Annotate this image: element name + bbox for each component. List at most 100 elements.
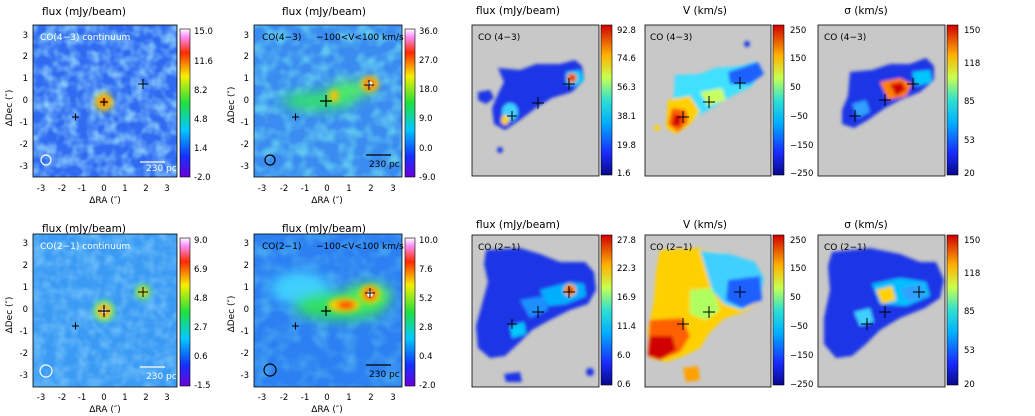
colorbar-tick: 2.8 xyxy=(419,323,433,333)
panel-title: flux (mJy/beam) xyxy=(476,5,560,17)
y-axis: 3 2 1 0 -1 -2 -3 ΔDec (″) xyxy=(5,239,28,381)
source-cross-marker xyxy=(861,318,873,330)
colorbar-tick: 0.6 xyxy=(194,352,208,362)
beam-ellipse xyxy=(40,154,52,166)
x-axis-label: ΔRA (″) xyxy=(311,405,342,415)
panel-co43-line-flux: flux (mJy/beam) CO(4−3) −100<V<100 km/s … xyxy=(227,6,438,206)
plot-frame xyxy=(817,24,946,177)
y-tick-label: 2 xyxy=(23,52,28,62)
y-axis: 3 2 1 0 -1 -2 -3 ΔDec (″) xyxy=(227,239,249,381)
nucleus-cross-marker xyxy=(879,94,891,106)
x-tick-label: 2 xyxy=(143,184,148,194)
x-tick-label: 0 xyxy=(324,393,329,403)
colorbar-tick: 1.4 xyxy=(194,144,208,154)
source-cross-marker xyxy=(563,286,575,298)
colorbar-tick: 250 xyxy=(790,26,806,36)
colorbar-tick: 15.0 xyxy=(194,27,213,37)
colorbar: 250 150 50 −50 −150 −250 xyxy=(772,234,813,390)
colorbar-tick: 56.3 xyxy=(617,83,636,93)
panel-title: σ (km/s) xyxy=(844,5,888,17)
y-tick-label: 1 xyxy=(23,74,28,84)
source-cross-marker xyxy=(292,322,299,330)
colorbar-tick: 9.0 xyxy=(419,114,433,124)
x-tick-label: 1 xyxy=(122,393,127,403)
colorbar-tick: −250 xyxy=(790,169,813,179)
plot-frame xyxy=(253,233,403,388)
colorbar-tick: 4.8 xyxy=(194,115,208,125)
colorbar-tick: 2.7 xyxy=(194,323,208,333)
colorbar: 9.0 6.9 4.8 2.7 0.6 -1.5 xyxy=(179,236,211,391)
nucleus-cross-marker xyxy=(320,95,332,107)
colorbar-tick: 11.6 xyxy=(194,57,213,67)
y-axis: 3 2 1 0 -1 -2 -3 ΔDec (″) xyxy=(5,31,28,172)
x-tick-label: 1 xyxy=(346,393,351,403)
nucleus-cross-marker xyxy=(879,306,891,318)
velocity-range-label: −100<V<100 km/s xyxy=(316,33,404,43)
x-axis-label: ΔRA (″) xyxy=(89,405,120,415)
heatmap-image xyxy=(842,58,934,128)
source-cross-marker xyxy=(507,111,517,121)
heatmap-image xyxy=(478,60,584,153)
panel-title: flux (mJy/beam) xyxy=(42,223,126,235)
panel-label: CO (2−1) xyxy=(650,243,692,253)
colorbar: 150 118 85 53 20 xyxy=(946,24,980,179)
colorbar: 10.0 7.6 5.2 2.8 0.4 -2.0 xyxy=(404,236,438,391)
plot-frame xyxy=(817,234,946,388)
panel-label: CO (4−3) xyxy=(824,33,866,43)
colorbar-tick: 18.0 xyxy=(419,85,438,95)
colorbar-tick: 150 xyxy=(964,236,980,246)
y-tick-label: 0 xyxy=(23,96,28,106)
colorbar: 92.8 74.6 56.3 38.1 19.8 1.6 xyxy=(600,24,636,179)
x-axis: -3 -2 -1 0 1 2 3 ΔRA (″) xyxy=(37,184,170,206)
y-axis-label: ΔDec (″) xyxy=(227,296,237,333)
panel-label: CO (2−1) xyxy=(478,243,520,253)
x-tick-label: -1 xyxy=(78,184,86,194)
x-tick-label: -1 xyxy=(301,184,309,194)
colorbar-tick: 150 xyxy=(790,54,806,64)
y-tick-label: -3 xyxy=(241,162,249,172)
colorbar-tick: 118 xyxy=(964,269,980,279)
colorbar-tick: 1.6 xyxy=(617,169,631,179)
colorbar: 15.0 11.6 8.2 4.8 1.4 -2.0 xyxy=(179,27,213,183)
y-tick-label: -2 xyxy=(241,140,249,150)
colorbar-tick: 250 xyxy=(790,236,806,246)
x-tick-label: 1 xyxy=(122,184,127,194)
nucleus-cross-marker xyxy=(321,306,331,316)
panel-co21-moment0: flux (mJy/beam) CO (2−1) 27.8 22.3 16.9 … xyxy=(471,219,636,390)
x-tick-label: 3 xyxy=(390,393,395,403)
panel-title: V (km/s) xyxy=(683,219,727,231)
source-cross-marker xyxy=(72,113,79,121)
plot-frame xyxy=(253,24,403,178)
source-cross-marker xyxy=(849,110,861,122)
y-tick-label: -3 xyxy=(20,162,28,172)
colorbar-tick: −150 xyxy=(790,141,813,151)
x-tick-label: 3 xyxy=(164,184,169,194)
y-tick-label: 3 xyxy=(244,239,249,249)
nucleus-cross-marker xyxy=(532,306,544,318)
x-tick-label: 2 xyxy=(368,184,373,194)
nucleus-cross-marker xyxy=(100,98,108,106)
colorbar-tick: 85 xyxy=(964,307,975,317)
x-tick-label: 2 xyxy=(143,393,148,403)
colorbar: 250 150 50 −50 −150 −250 xyxy=(772,24,813,179)
colorbar-tick: 50 xyxy=(790,293,801,303)
panel-title: flux (mJy/beam) xyxy=(282,223,366,235)
y-tick-label: 2 xyxy=(23,261,28,271)
velocity-range-label: −100<V<100 km/s xyxy=(316,242,404,252)
x-tick-label: -2 xyxy=(280,393,288,403)
x-tick-label: 2 xyxy=(368,393,373,403)
y-tick-label: 3 xyxy=(23,239,28,249)
colorbar-tick: 16.9 xyxy=(617,293,636,303)
source-cross-marker xyxy=(734,77,746,89)
y-tick-label: -1 xyxy=(20,327,28,337)
colorbar-tick: 5.2 xyxy=(419,294,433,304)
panel-co21-line-flux: flux (mJy/beam) CO(2−1) −100<V<100 km/s xyxy=(227,223,438,415)
y-tick-label: -3 xyxy=(241,371,249,381)
plot-frame xyxy=(644,24,772,177)
x-axis: -3 -2 -1 0 1 2 3 ΔRA (″) xyxy=(37,393,170,415)
panel-title: flux (mJy/beam) xyxy=(282,6,366,18)
panel-co21-continuum: flux (mJy/beam) CO(2−1) continuum 230 pc… xyxy=(5,223,211,415)
y-tick-label: 2 xyxy=(244,261,249,271)
panel-co43-velocity: V (km/s) CO (4−3) 250 150 50 −50 −150 −2… xyxy=(644,5,813,179)
x-axis: -3 -2 -1 0 1 2 3 ΔRA (″) xyxy=(258,393,396,415)
